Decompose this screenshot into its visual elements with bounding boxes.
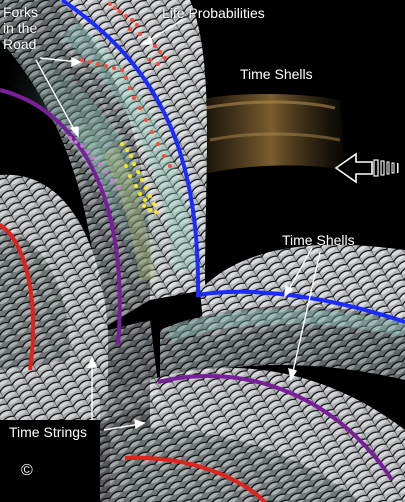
blue-boundary — [60, 0, 405, 324]
red-dots-top — [108, 2, 167, 66]
label-time-shells-top: Time Shells — [240, 66, 313, 82]
purple-boundary-upper — [0, 88, 122, 346]
magenta-dots — [68, 136, 120, 190]
arrow-left-icon — [334, 152, 399, 184]
red-boundary-bottom — [124, 455, 267, 502]
copyright-symbol: © — [21, 462, 33, 479]
label-forks-in-the-road: Forks in the Road — [3, 4, 38, 52]
purple-boundary-lower — [157, 374, 394, 482]
red-boundary-left — [0, 223, 36, 371]
lower-shell-fan — [100, 368, 405, 502]
label-time-strings: Time Strings — [9, 424, 88, 440]
label-life-probabilities: Life Probabilities — [162, 5, 265, 21]
arrow-time-shells-1 — [286, 247, 313, 294]
upper-shell-sweep — [0, 0, 207, 330]
yellow-dots — [120, 142, 158, 214]
red-dots-middle — [80, 58, 172, 168]
callout-arrows — [35, 19, 321, 431]
arrow-time-strings-2 — [103, 423, 141, 431]
arrow-time-shells-2 — [291, 251, 321, 377]
label-time-shells-middle: Time Shells — [282, 232, 355, 248]
amber-time-shell — [198, 94, 345, 175]
arrow-forks-2 — [35, 59, 77, 134]
